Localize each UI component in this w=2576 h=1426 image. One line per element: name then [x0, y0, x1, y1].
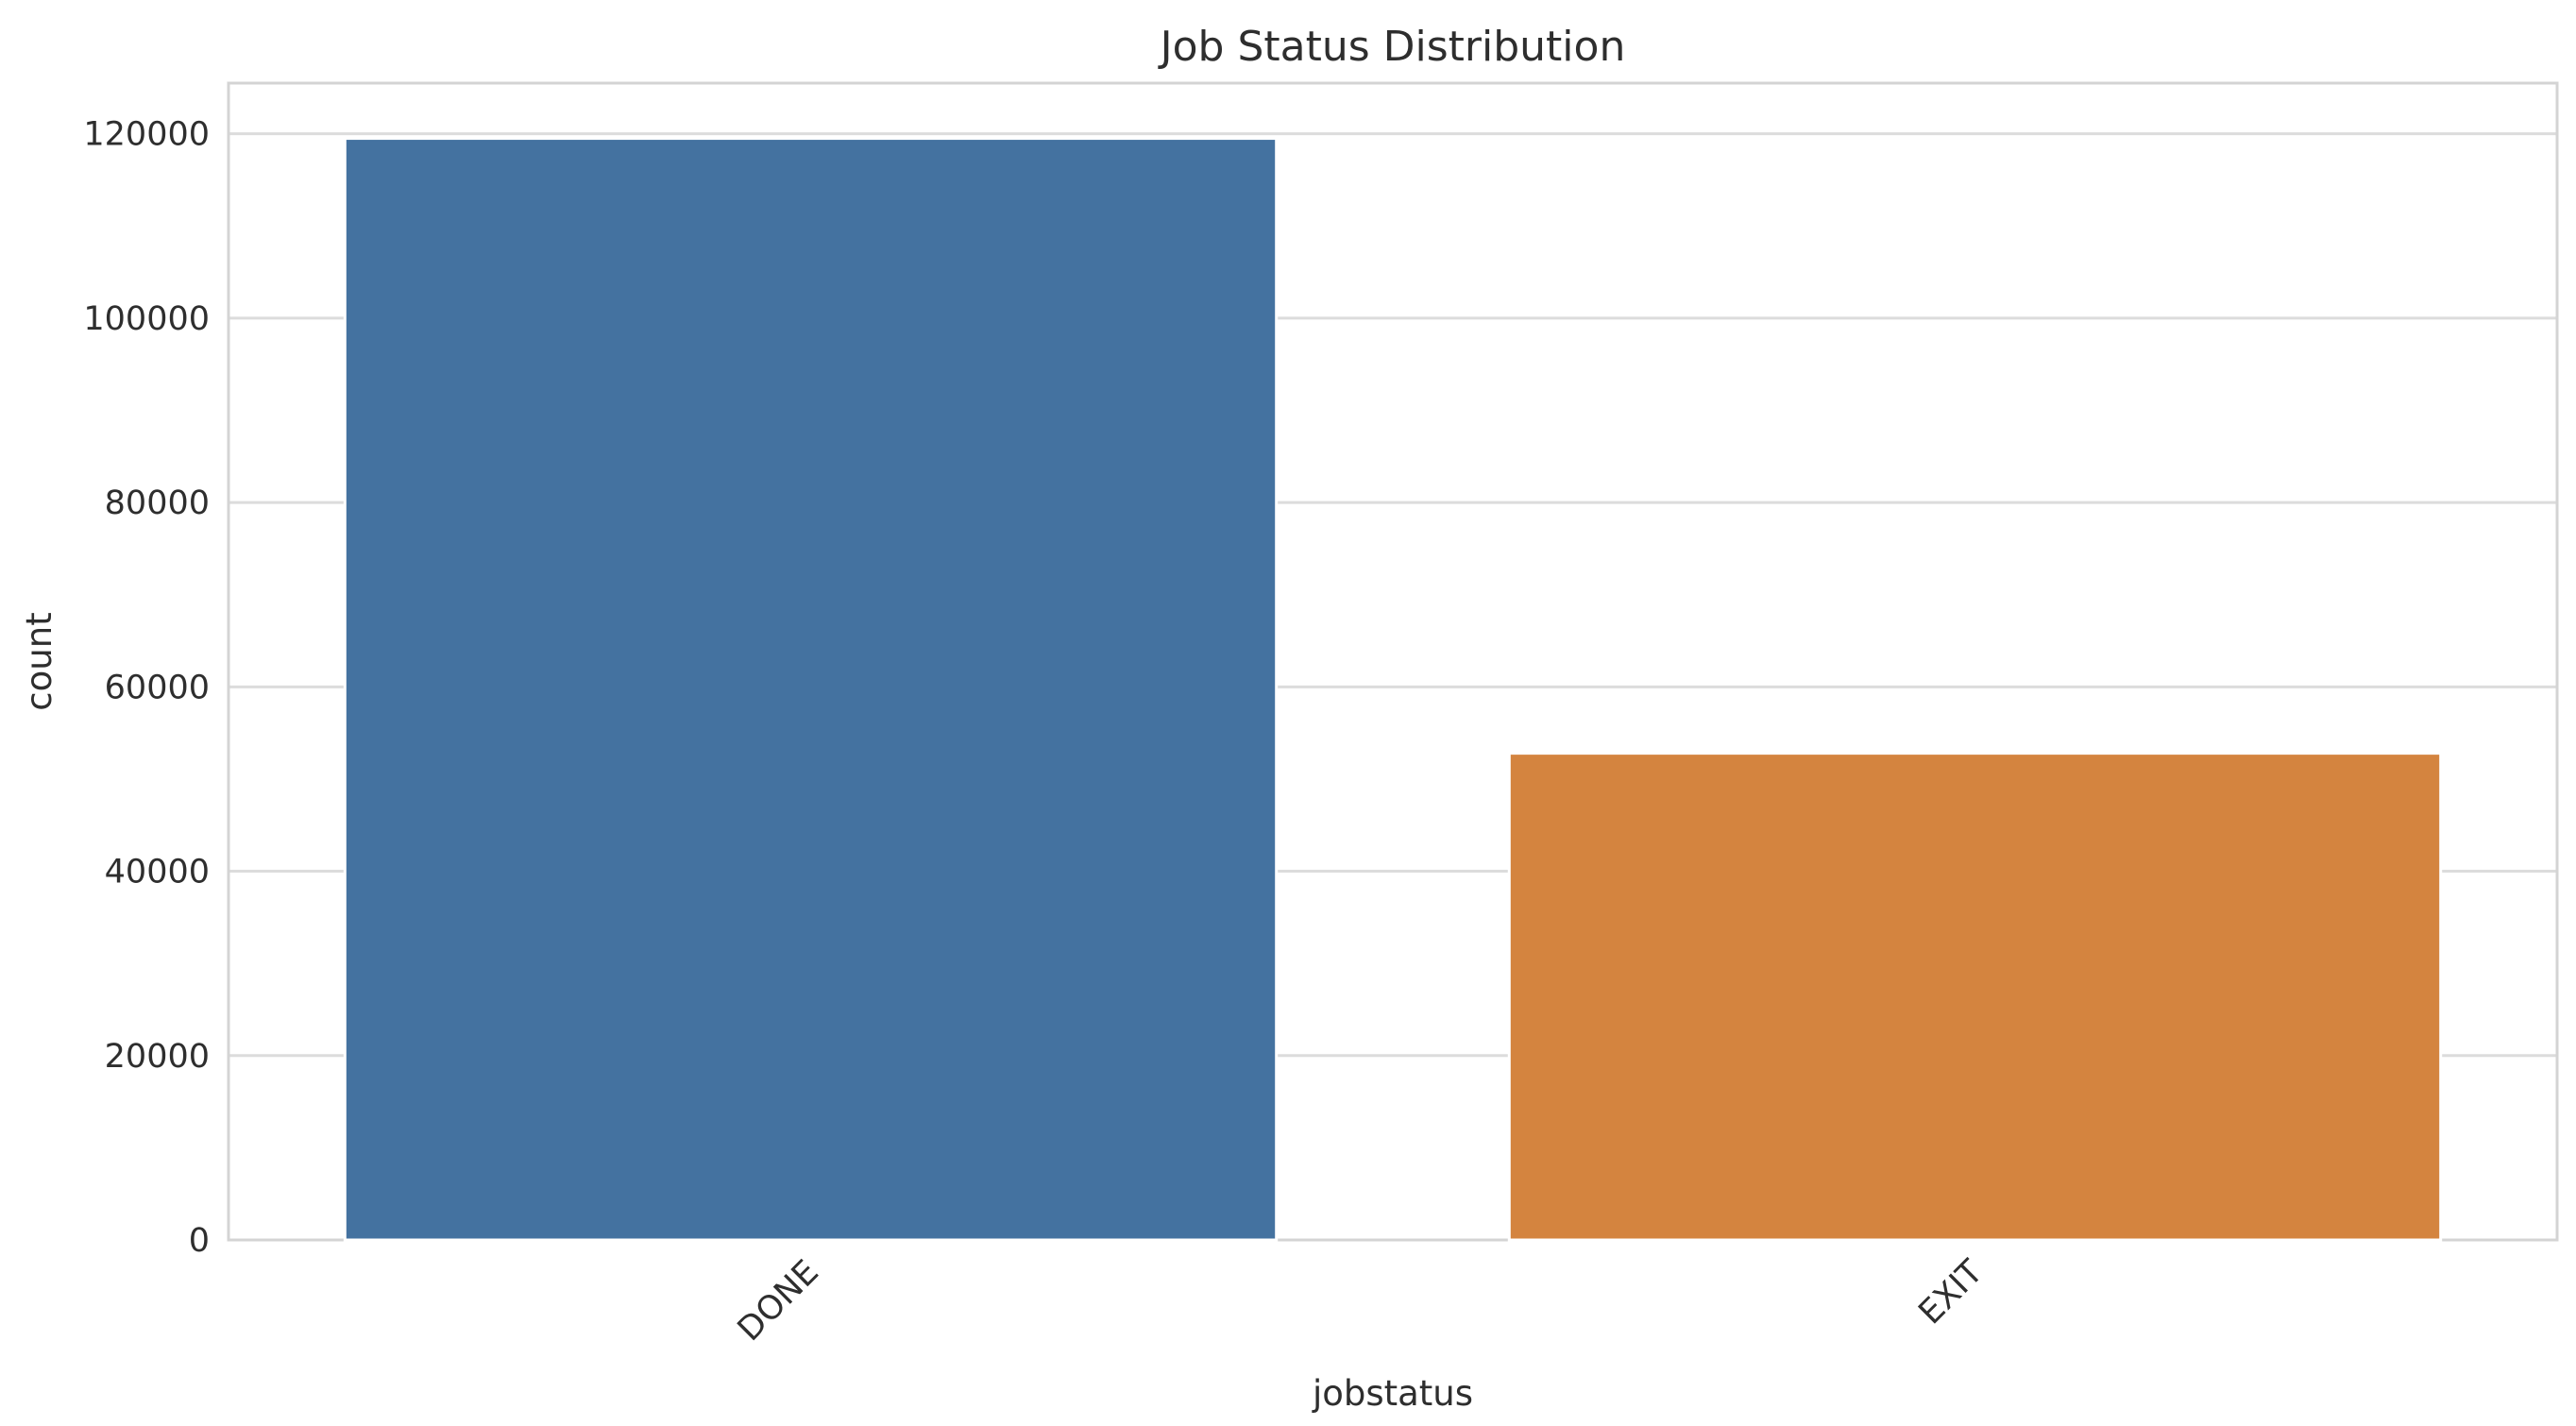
x-tick-label: EXIT: [1912, 1253, 1991, 1333]
y-axis-ticks: 0 20000 40000 60000 80000 100000 120000: [83, 116, 210, 1260]
y-tick-label: 20000: [105, 1038, 210, 1076]
x-tick-label: DONE: [731, 1253, 826, 1349]
bar-done: [343, 137, 1279, 1242]
y-tick-label: 40000: [105, 854, 210, 891]
y-axis-label: count: [19, 612, 59, 710]
y-tick-label: 80000: [105, 484, 210, 522]
bar-exit: [1507, 752, 2443, 1242]
x-axis-label: jobstatus: [1312, 1373, 1473, 1414]
x-axis-ticks: DONE EXIT: [731, 1253, 1991, 1349]
y-tick-label: 0: [189, 1222, 210, 1260]
plot-area-frame: [227, 81, 2559, 1242]
y-tick-label: 100000: [83, 300, 210, 338]
chart-title: Job Status Distribution: [1158, 23, 1626, 71]
bars: [343, 137, 2443, 1242]
y-tick-label: 60000: [105, 669, 210, 706]
y-tick-label: 120000: [83, 116, 210, 154]
